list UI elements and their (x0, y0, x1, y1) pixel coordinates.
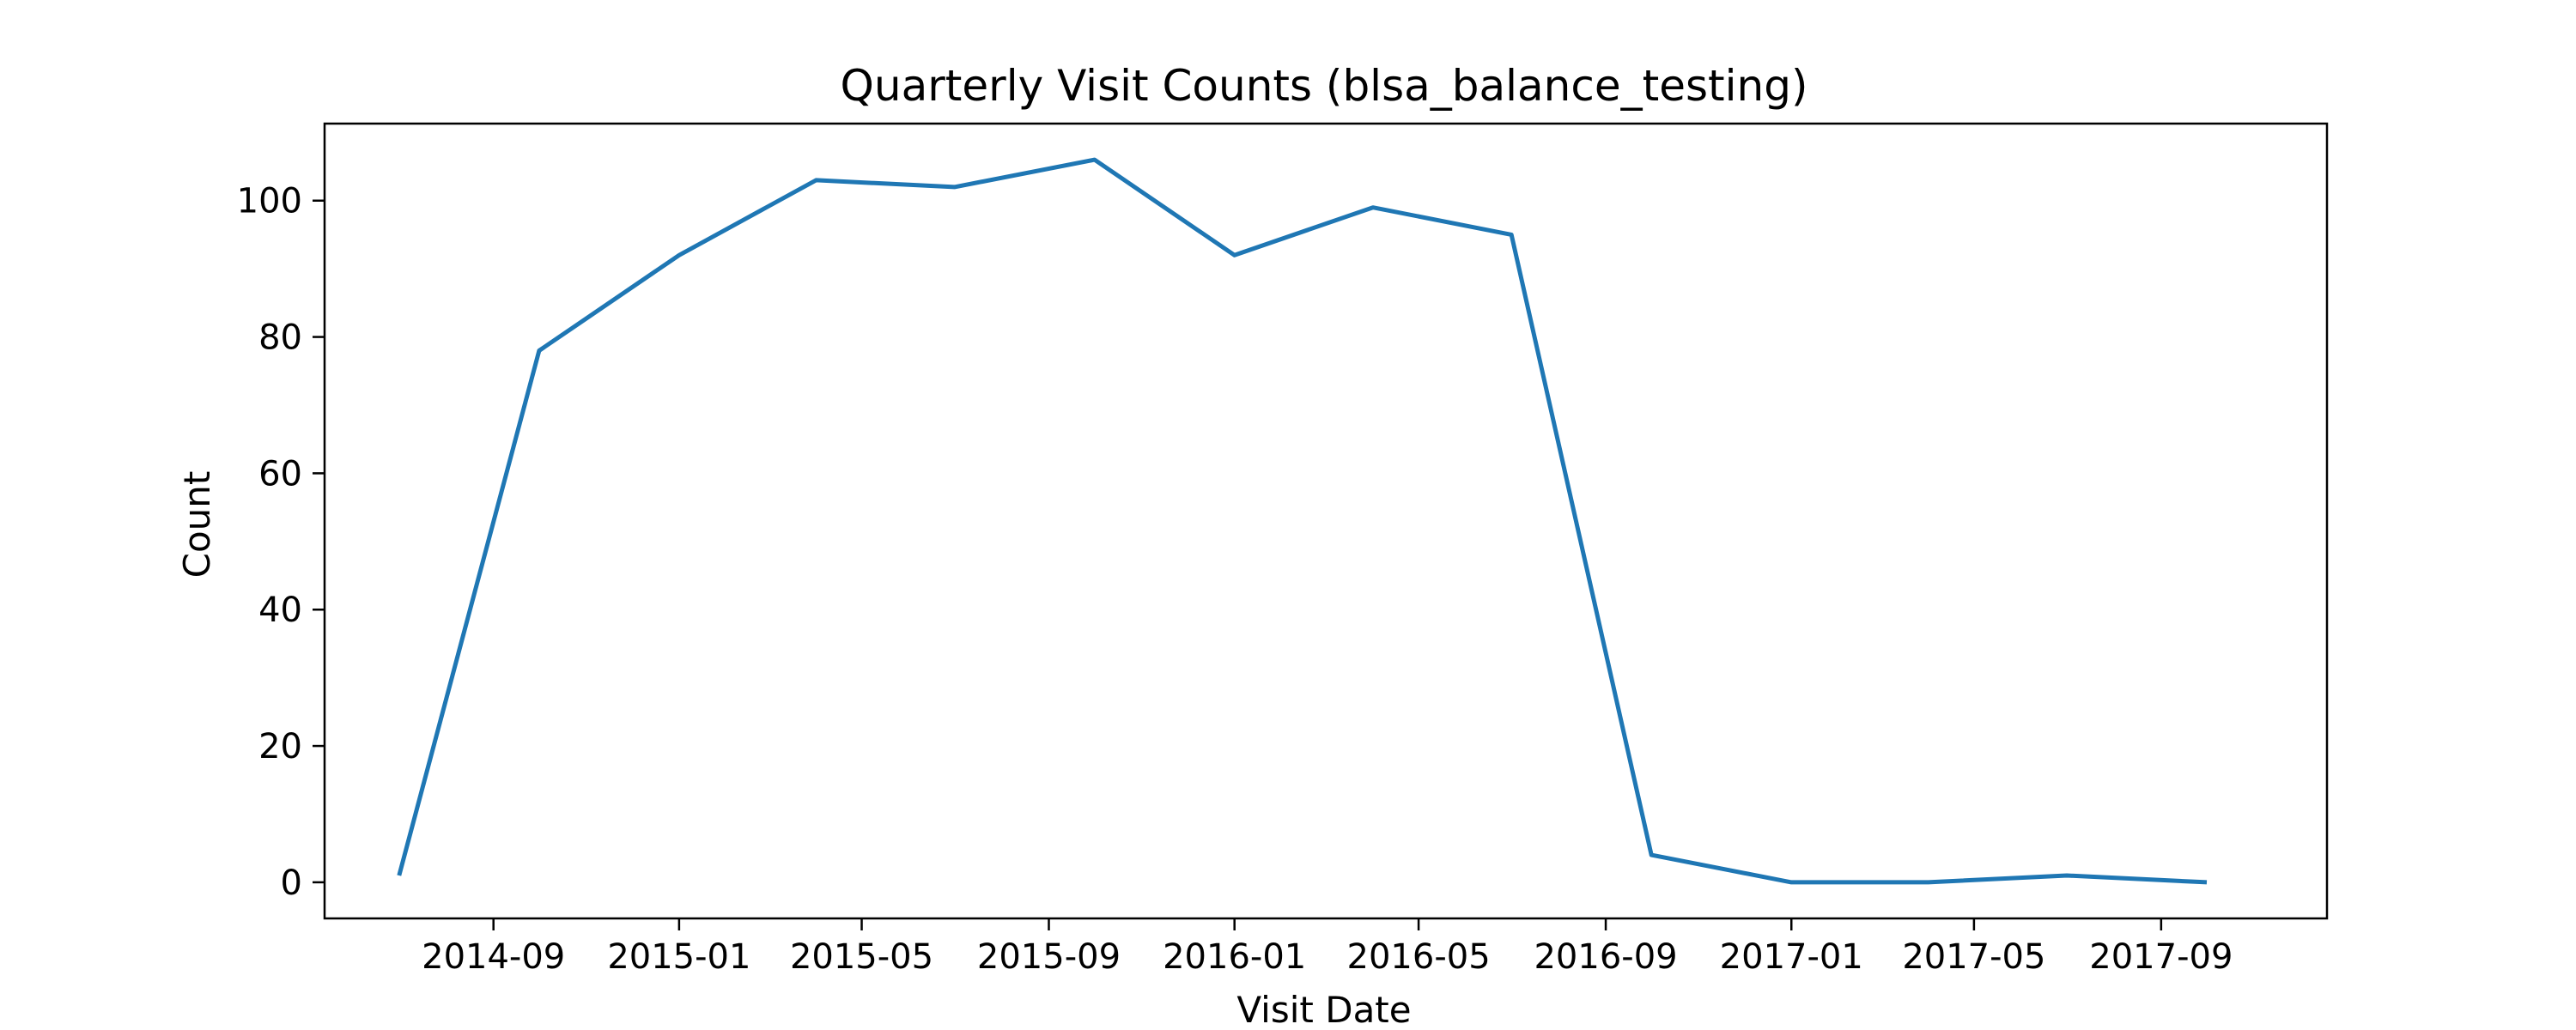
x-axis: 2014-09 2015-01 2015-05 2015-09 2016-01 2016-… (422, 918, 2233, 977)
y-axis: 0 20 40 60 80 100 (237, 182, 325, 903)
chart-title: Quarterly Visit Counts (blsa_balance_tes… (841, 61, 1808, 111)
plot-frame (323, 122, 2329, 920)
series-line (397, 157, 2208, 885)
y-tick-label: 100 (237, 182, 302, 221)
plot-area: 2014-09 2015-01 2015-05 2015-09 2016-01 2016-… (237, 122, 2329, 977)
y-tick-label: 20 (258, 727, 302, 766)
x-axis-title: Visit Date (1236, 989, 1411, 1030)
x-tick-label: 2014-09 (422, 937, 565, 977)
x-tick-label: 2015-01 (607, 937, 750, 977)
y-tick-label: 80 (258, 318, 302, 358)
y-tick-label: 60 (258, 454, 302, 494)
x-tick-label: 2016-01 (1163, 937, 1306, 977)
x-tick-label: 2017-09 (2089, 937, 2233, 977)
x-tick-label: 2017-01 (1720, 937, 1863, 977)
x-tick-label: 2016-05 (1347, 937, 1491, 977)
y-tick-label: 0 (281, 863, 302, 903)
y-axis-title: Count (176, 471, 218, 579)
x-tick-label: 2015-05 (790, 937, 933, 977)
y-tick-label: 40 (258, 591, 302, 630)
x-tick-label: 2015-09 (977, 937, 1121, 977)
series-layer (397, 157, 2208, 885)
x-tick-label: 2016-09 (1534, 937, 1677, 977)
x-tick-label: 2017-05 (1902, 937, 2045, 977)
